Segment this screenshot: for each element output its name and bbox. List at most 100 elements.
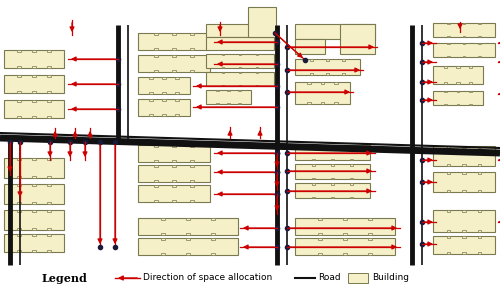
Bar: [17, 176, 21, 178]
Bar: [469, 91, 472, 93]
Bar: [478, 146, 482, 148]
Bar: [190, 48, 194, 50]
Bar: [47, 184, 51, 186]
Bar: [138, 145, 210, 162]
Bar: [307, 82, 310, 84]
Bar: [444, 66, 447, 68]
Bar: [295, 82, 350, 104]
Bar: [32, 176, 36, 178]
Bar: [176, 92, 178, 94]
Bar: [4, 100, 64, 118]
Bar: [462, 36, 466, 37]
Bar: [48, 116, 50, 118]
Bar: [238, 72, 242, 73]
Bar: [307, 102, 310, 104]
Bar: [216, 103, 218, 104]
Bar: [350, 159, 352, 160]
Bar: [446, 190, 450, 192]
Bar: [176, 77, 178, 79]
Bar: [312, 197, 315, 198]
Bar: [295, 238, 395, 255]
Bar: [462, 146, 466, 148]
Bar: [433, 210, 495, 232]
Bar: [478, 164, 482, 166]
Bar: [150, 99, 152, 101]
Bar: [138, 238, 238, 255]
Bar: [18, 234, 20, 236]
Bar: [462, 252, 466, 254]
Bar: [216, 90, 218, 91]
Bar: [18, 116, 20, 118]
Bar: [462, 164, 466, 166]
Bar: [446, 146, 450, 148]
Bar: [190, 180, 194, 182]
Bar: [162, 77, 166, 79]
Bar: [4, 75, 64, 93]
Bar: [172, 160, 176, 162]
Bar: [326, 73, 329, 75]
Bar: [344, 218, 346, 220]
Bar: [310, 59, 312, 61]
Bar: [176, 99, 178, 101]
Bar: [312, 164, 315, 166]
Bar: [331, 159, 334, 160]
Bar: [433, 66, 483, 84]
Bar: [212, 233, 214, 235]
Bar: [18, 75, 20, 77]
Bar: [190, 33, 194, 35]
Bar: [433, 23, 495, 37]
Bar: [334, 102, 338, 104]
Bar: [295, 164, 370, 179]
Bar: [478, 230, 482, 232]
Bar: [462, 236, 466, 238]
Bar: [238, 85, 242, 86]
Bar: [478, 252, 481, 254]
Bar: [32, 75, 35, 77]
Bar: [162, 218, 164, 220]
Text: Direction of space allocation: Direction of space allocation: [143, 273, 272, 282]
Bar: [350, 164, 352, 166]
Bar: [344, 233, 346, 235]
Bar: [478, 210, 482, 212]
Bar: [32, 50, 35, 52]
Bar: [312, 177, 315, 179]
Bar: [222, 54, 224, 55]
Bar: [295, 183, 370, 198]
Bar: [212, 218, 214, 220]
Bar: [32, 228, 36, 230]
Bar: [154, 55, 158, 57]
Bar: [433, 172, 495, 192]
Bar: [32, 234, 35, 236]
Bar: [469, 104, 472, 105]
Bar: [17, 184, 21, 186]
Bar: [32, 116, 35, 118]
Bar: [344, 253, 346, 255]
Bar: [344, 238, 346, 240]
Bar: [154, 180, 158, 182]
Text: Building: Building: [372, 273, 409, 282]
Bar: [446, 230, 450, 232]
Bar: [478, 172, 482, 174]
Bar: [154, 160, 158, 162]
Bar: [340, 24, 375, 54]
Bar: [295, 145, 370, 160]
Bar: [433, 43, 495, 57]
Bar: [162, 238, 164, 240]
Bar: [350, 177, 352, 179]
Bar: [4, 50, 64, 68]
Bar: [331, 145, 334, 146]
Bar: [456, 91, 460, 93]
Bar: [447, 23, 450, 24]
Bar: [32, 184, 36, 186]
Bar: [154, 48, 158, 50]
Bar: [331, 183, 334, 184]
Bar: [433, 236, 495, 254]
Bar: [447, 236, 450, 238]
Bar: [172, 33, 176, 35]
Bar: [331, 197, 334, 198]
Bar: [318, 233, 322, 235]
Bar: [295, 39, 325, 54]
Bar: [190, 145, 194, 147]
Bar: [447, 43, 450, 44]
Bar: [18, 50, 20, 52]
